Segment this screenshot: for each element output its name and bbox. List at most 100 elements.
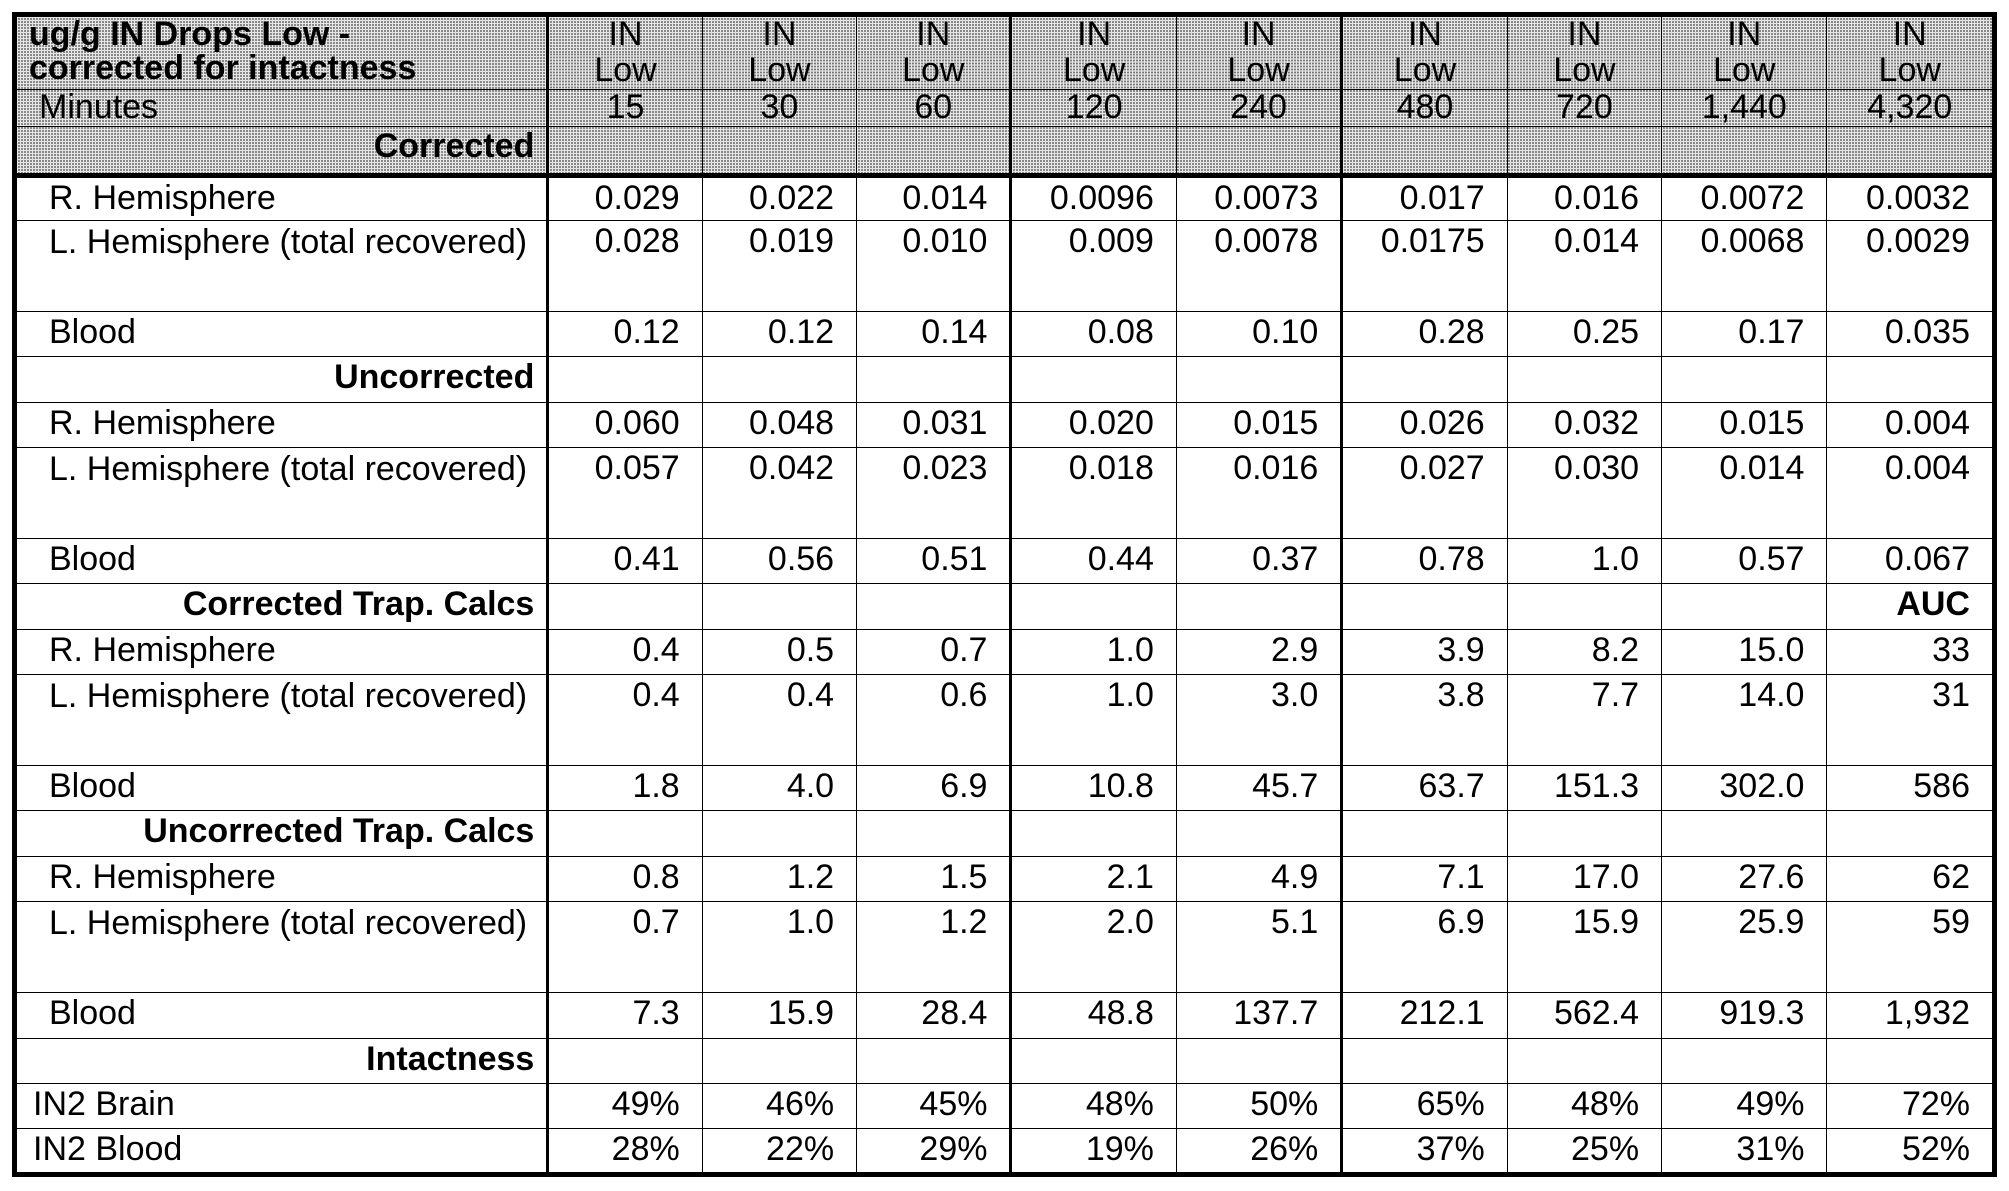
minutes-value: 240 (1176, 89, 1341, 126)
uncorrected-row-label: L. Hemisphere (total recovered) (15, 448, 548, 539)
section-uncorrected: Uncorrected (15, 357, 548, 402)
value-cell: 31% (1662, 1129, 1827, 1175)
table-row: Blood7.315.928.448.8137.7212.1562.4919.3… (15, 993, 1995, 1038)
empty-cell (1342, 811, 1507, 856)
value-cell: 0.014 (1662, 448, 1827, 539)
empty-cell (857, 1038, 1011, 1083)
value-cell: 15.0 (1662, 629, 1827, 674)
value-cell: 0.17 (1662, 311, 1827, 356)
header-empty-cell (1011, 126, 1176, 175)
table-row: IN2 Brain49%46%45%48%50%65%48%49%72% (15, 1083, 1995, 1128)
value-cell: 0.027 (1342, 448, 1507, 539)
column-group-label: IN (857, 15, 1011, 54)
empty-cell (1342, 1038, 1507, 1083)
value-cell: 151.3 (1507, 766, 1661, 811)
value-cell: 0.017 (1342, 175, 1507, 220)
section-corrected: Corrected (15, 126, 548, 175)
value-cell: 586 (1827, 766, 1995, 811)
value-cell: 0.10 (1176, 311, 1341, 356)
value-cell: 0.028 (548, 220, 702, 311)
empty-cell (1342, 584, 1507, 629)
empty-cell (857, 584, 1011, 629)
empty-cell (1662, 811, 1827, 856)
value-cell: 0.57 (1662, 538, 1827, 583)
value-cell: 5.1 (1176, 902, 1341, 993)
value-cell: 0.029 (548, 175, 702, 220)
value-cell: 0.6 (857, 675, 1011, 766)
column-group-label: IN (548, 15, 702, 54)
value-cell: 0.5 (702, 629, 856, 674)
value-cell: 0.78 (1342, 538, 1507, 583)
value-cell: 25% (1507, 1129, 1661, 1175)
empty-cell (548, 357, 702, 402)
minutes-label: Minutes (15, 89, 548, 126)
value-cell: 0.0029 (1827, 220, 1995, 311)
value-cell: 0.0078 (1176, 220, 1341, 311)
value-cell: 0.020 (1011, 402, 1176, 447)
value-cell: 48.8 (1011, 993, 1176, 1038)
column-group-label: IN (1011, 15, 1176, 54)
table-row: L. Hemisphere (total recovered)0.40.40.6… (15, 675, 1995, 766)
column-group-sublabel: Low (1342, 53, 1507, 89)
header-row-1: ug/g IN Drops Low -corrected for intactn… (15, 15, 1995, 54)
value-cell: 22% (702, 1129, 856, 1175)
value-cell: 0.12 (548, 311, 702, 356)
table-row: R. Hemisphere0.40.50.71.02.93.98.215.033 (15, 629, 1995, 674)
uncorrected-trap-row-label: L. Hemisphere (total recovered) (15, 902, 548, 993)
value-cell: 0.030 (1507, 448, 1661, 539)
empty-cell (1507, 811, 1661, 856)
empty-cell (702, 357, 856, 402)
value-cell: 0.016 (1507, 175, 1661, 220)
column-group-sublabel: Low (1827, 53, 1995, 89)
empty-cell (1176, 1038, 1341, 1083)
section-intactness-row: Intactness (15, 1038, 1995, 1083)
table-row: Blood1.84.06.910.845.763.7151.3302.0586 (15, 766, 1995, 811)
minutes-value: 60 (857, 89, 1011, 126)
column-group-sublabel: Low (548, 53, 702, 89)
value-cell: 0.019 (702, 220, 856, 311)
empty-cell (1176, 357, 1341, 402)
section-uncorrected-trap-row: Uncorrected Trap. Calcs (15, 811, 1995, 856)
empty-cell (702, 584, 856, 629)
auc-label: AUC (1827, 584, 1995, 629)
table-row: L. Hemisphere (total recovered)0.71.01.2… (15, 902, 1995, 993)
value-cell: 0.7 (857, 629, 1011, 674)
column-group-sublabel: Low (702, 53, 856, 89)
value-cell: 65% (1342, 1083, 1507, 1128)
value-cell: 137.7 (1176, 993, 1341, 1038)
value-cell: 15.9 (1507, 902, 1661, 993)
table-body: ug/g IN Drops Low -corrected for intactn… (15, 15, 1995, 1175)
table-title-line1: ug/g IN Drops Low - (29, 17, 534, 51)
value-cell: 7.3 (548, 993, 702, 1038)
value-cell: 0.035 (1827, 311, 1995, 356)
empty-cell (857, 357, 1011, 402)
empty-cell (1662, 1038, 1827, 1083)
empty-cell (1011, 357, 1176, 402)
value-cell: 0.022 (702, 175, 856, 220)
value-cell: 1.0 (1507, 538, 1661, 583)
value-cell: 0.28 (1342, 311, 1507, 356)
value-cell: 45% (857, 1083, 1011, 1128)
value-cell: 15.9 (702, 993, 856, 1038)
value-cell: 2.0 (1011, 902, 1176, 993)
table-title: ug/g IN Drops Low -corrected for intactn… (15, 15, 548, 90)
value-cell: 0.0175 (1342, 220, 1507, 311)
value-cell: 0.060 (548, 402, 702, 447)
value-cell: 212.1 (1342, 993, 1507, 1038)
value-cell: 0.56 (702, 538, 856, 583)
value-cell: 28.4 (857, 993, 1011, 1038)
value-cell: 0.25 (1507, 311, 1661, 356)
value-cell: 19% (1011, 1129, 1176, 1175)
column-group-sublabel: Low (1507, 53, 1661, 89)
corrected-trap-row-label: L. Hemisphere (total recovered) (15, 675, 548, 766)
section-uncorrected-trap: Uncorrected Trap. Calcs (15, 811, 548, 856)
table-row: R. Hemisphere0.0290.0220.0140.00960.0073… (15, 175, 1995, 220)
value-cell: 0.048 (702, 402, 856, 447)
value-cell: 1.5 (857, 856, 1011, 901)
table-row: L. Hemisphere (total recovered)0.0570.04… (15, 448, 1995, 539)
value-cell: 45.7 (1176, 766, 1341, 811)
table-row: Blood0.410.560.510.440.370.781.00.570.06… (15, 538, 1995, 583)
column-group-sublabel: Low (857, 53, 1011, 89)
value-cell: 52% (1827, 1129, 1995, 1175)
value-cell: 0.004 (1827, 448, 1995, 539)
